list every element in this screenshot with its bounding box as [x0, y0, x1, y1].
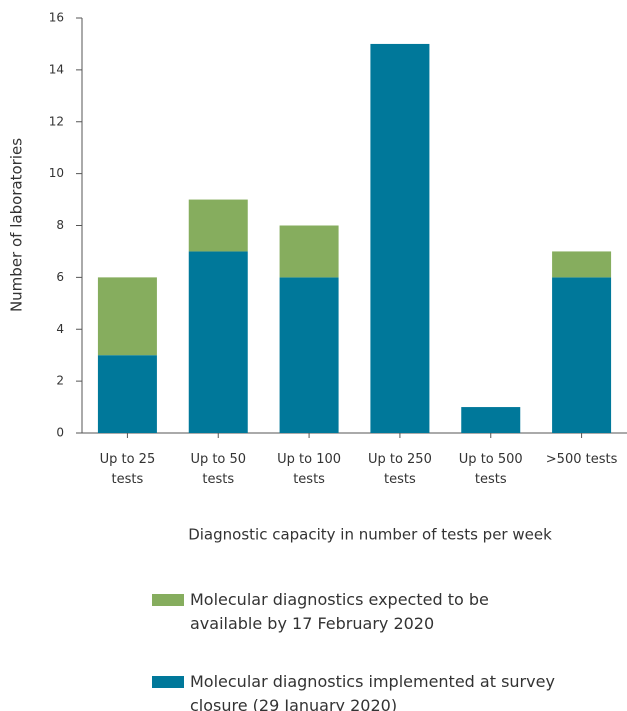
legend-label: Molecular diagnostics implemented at sur… [190, 672, 555, 711]
bar-segment [97, 277, 157, 356]
y-tick-label: 10 [49, 166, 64, 180]
bar-segment [279, 277, 339, 433]
bar-segment [279, 225, 339, 278]
bar-segment [552, 251, 612, 278]
x-tick-label: Up to 50 tests [190, 452, 247, 487]
bar-segment [188, 199, 248, 252]
y-tick-label: 4 [56, 322, 64, 336]
legend-label: Molecular diagnostics expected to be ava… [190, 590, 489, 633]
bar-segment [552, 277, 612, 433]
bar-segment [97, 355, 157, 433]
y-tick-label: 0 [56, 426, 64, 440]
y-tick-label: 14 [49, 62, 64, 76]
x-tick-label: Up to 100 tests [277, 452, 342, 487]
y-tick-label: 6 [56, 270, 64, 284]
x-axis-label: Diagnostic capacity in number of tests p… [188, 526, 552, 544]
bar-segment [370, 43, 430, 433]
x-tick-label: Up to 250 tests [367, 452, 432, 487]
y-tick-label: 8 [56, 218, 64, 232]
legend-swatch [152, 594, 184, 606]
x-tick-label: Up to 25 tests [99, 452, 156, 487]
x-tick-label: Up to 500 tests [458, 452, 523, 487]
bar-segment [188, 251, 248, 433]
x-tick-label: >500 tests [545, 452, 618, 467]
y-tick-label: 16 [49, 11, 64, 25]
bar-segment [461, 407, 521, 433]
legend-swatch [152, 676, 184, 688]
y-tick-label: 2 [56, 374, 64, 388]
y-axis-label: Number of laboratories [8, 138, 26, 312]
y-tick-label: 12 [49, 114, 64, 128]
